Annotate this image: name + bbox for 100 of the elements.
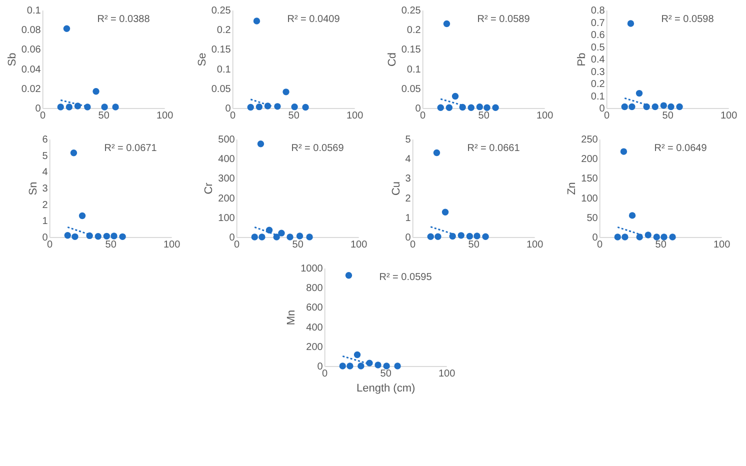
y-tick-label: 0.1 bbox=[406, 64, 422, 76]
y-tick-label: 0.7 bbox=[590, 18, 606, 29]
point bbox=[669, 234, 676, 240]
point bbox=[374, 362, 382, 368]
point bbox=[94, 233, 102, 240]
y-axis-title: Pb bbox=[576, 52, 588, 66]
y-tick-label: 0 bbox=[229, 232, 236, 244]
y-axis-title: Cu bbox=[390, 181, 402, 196]
y-tick-label: 0.15 bbox=[211, 44, 232, 56]
y-tick-label: 2 bbox=[42, 200, 48, 211]
point bbox=[92, 88, 100, 95]
point bbox=[668, 103, 674, 110]
y-tick-label: 0.06 bbox=[21, 44, 42, 56]
point bbox=[627, 20, 634, 27]
y-tick-label: 0.5 bbox=[590, 42, 606, 54]
point bbox=[620, 148, 628, 155]
y-tick-label: 400 bbox=[218, 154, 236, 166]
y-tick-label: 0 bbox=[35, 104, 42, 114]
point bbox=[427, 233, 434, 240]
point bbox=[273, 234, 280, 240]
y-axis-title: Sb bbox=[6, 52, 18, 66]
point bbox=[446, 104, 453, 111]
point bbox=[63, 25, 70, 32]
point bbox=[247, 104, 254, 111]
x-tick-label: 50 bbox=[288, 110, 300, 122]
point bbox=[258, 234, 266, 240]
point bbox=[434, 233, 442, 240]
point bbox=[345, 272, 352, 279]
y-tick-label: 200 bbox=[581, 154, 598, 166]
point bbox=[278, 230, 285, 236]
point bbox=[628, 212, 636, 219]
y-tick-label: 3 bbox=[405, 174, 412, 185]
y-tick-label: 0.6 bbox=[590, 30, 606, 41]
y-tick-label: 4 bbox=[42, 167, 48, 178]
annotation: R² = 0.0671 bbox=[104, 143, 158, 154]
y-tick-label: 0 bbox=[415, 104, 422, 114]
point bbox=[652, 103, 658, 110]
y-tick-label: 250 bbox=[581, 134, 598, 146]
y-tick-label: 300 bbox=[218, 174, 236, 185]
point bbox=[660, 102, 668, 109]
x-tick-label: 100 bbox=[720, 110, 738, 122]
y-tick-label: 0.1 bbox=[216, 64, 232, 76]
point bbox=[476, 103, 484, 110]
point bbox=[492, 104, 499, 111]
y-tick-label: 0.1 bbox=[26, 6, 42, 16]
y-tick-label: 4 bbox=[405, 154, 412, 166]
point bbox=[394, 362, 401, 370]
y-tick-label: 5 bbox=[42, 150, 48, 162]
point bbox=[366, 360, 373, 366]
point bbox=[302, 104, 309, 111]
y-axis-title: Sn bbox=[27, 182, 40, 196]
point bbox=[452, 92, 459, 100]
y-tick-label: 1000 bbox=[300, 264, 324, 274]
point bbox=[86, 232, 93, 240]
point bbox=[676, 103, 683, 110]
y-tick-label: 100 bbox=[218, 212, 236, 224]
y-axis-title: Se bbox=[196, 52, 208, 66]
point bbox=[339, 362, 346, 370]
point bbox=[644, 232, 652, 238]
point bbox=[112, 104, 119, 110]
annotation: R² = 0.0595 bbox=[379, 272, 432, 283]
y-tick-label: 0.2 bbox=[590, 79, 606, 90]
point bbox=[484, 104, 490, 111]
y-tick-label: 0.1 bbox=[590, 91, 606, 102]
point bbox=[274, 103, 281, 110]
y-tick-label: 200 bbox=[306, 342, 324, 353]
y-tick-label: 800 bbox=[306, 283, 324, 294]
point bbox=[358, 362, 364, 370]
point bbox=[468, 104, 474, 111]
y-tick-label: 0 bbox=[599, 104, 606, 114]
annotation: R² = 0.0569 bbox=[291, 143, 344, 154]
point bbox=[66, 104, 73, 110]
annotation: R² = 0.0598 bbox=[661, 14, 714, 25]
y-tick-label: 0.05 bbox=[401, 84, 422, 95]
y-tick-label: 6 bbox=[42, 134, 48, 146]
point bbox=[256, 103, 263, 110]
point bbox=[72, 233, 78, 240]
y-tick-label: 400 bbox=[306, 322, 324, 334]
point bbox=[253, 18, 260, 24]
point bbox=[346, 362, 354, 370]
point bbox=[636, 90, 643, 97]
y-tick-label: 2 bbox=[405, 193, 412, 204]
y-tick-label: 500 bbox=[218, 134, 236, 146]
y-tick-label: 0.25 bbox=[211, 6, 232, 16]
y-tick-label: 1 bbox=[405, 212, 412, 224]
annotation: R² = 0.0661 bbox=[467, 143, 520, 154]
point bbox=[282, 88, 290, 96]
point bbox=[103, 232, 110, 240]
point bbox=[296, 232, 304, 240]
y-tick-label: 0.2 bbox=[406, 25, 422, 36]
point bbox=[354, 351, 361, 358]
point bbox=[383, 362, 390, 370]
y-tick-label: 100 bbox=[581, 193, 598, 204]
x-tick-label: 100 bbox=[350, 240, 368, 250]
point bbox=[622, 234, 628, 240]
x-tick-label: 50 bbox=[380, 368, 392, 380]
annotation: R² = 0.0388 bbox=[97, 14, 150, 25]
y-tick-label: 0.3 bbox=[590, 66, 606, 78]
x-tick-label: 100 bbox=[526, 240, 544, 250]
y-axis-title: Cd bbox=[386, 52, 398, 67]
